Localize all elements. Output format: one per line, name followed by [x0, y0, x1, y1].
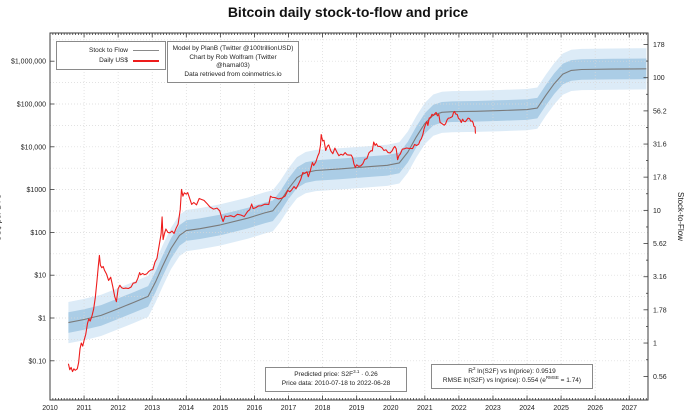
- svg-text:1.78: 1.78: [653, 307, 667, 314]
- gridlines: [50, 33, 648, 400]
- daily-usd-line-swatch: [133, 59, 159, 62]
- svg-text:31.6: 31.6: [653, 142, 667, 149]
- svg-text:2015: 2015: [213, 405, 229, 412]
- svg-text:$1: $1: [38, 316, 46, 323]
- svg-text:17.8: 17.8: [653, 175, 667, 182]
- confidence-band-inner: [68, 58, 647, 333]
- r2-pre: R: [468, 368, 473, 375]
- r2-post: ln(S2F) vs ln(price): 0.9519: [475, 368, 556, 375]
- daily-usd-price-line: [67, 110, 477, 373]
- svg-text:2011: 2011: [77, 405, 92, 412]
- y-axis-label-left: US$ per BTC: [0, 193, 3, 242]
- stock-to-flow-line-swatch: [133, 50, 159, 51]
- legend-item-stock-to-flow: Stock to Flow: [63, 47, 159, 54]
- svg-text:2023: 2023: [485, 405, 501, 412]
- svg-text:$1,000,000: $1,000,000: [11, 59, 46, 66]
- svg-text:10: 10: [653, 208, 661, 215]
- plot-layers: [50, 33, 648, 400]
- plot-frame: [49, 32, 649, 401]
- legend-label-stock-to-flow: Stock to Flow: [88, 47, 128, 54]
- r-squared-line: R2 ln(S2F) vs ln(price): 0.9519: [436, 365, 588, 377]
- legend: Stock to Flow Daily US$: [56, 41, 166, 70]
- svg-text:2018: 2018: [315, 405, 331, 412]
- svg-text:$10,000: $10,000: [21, 144, 46, 151]
- formula-post: · 0.26: [359, 371, 378, 378]
- axis-tick-labels: 2010 2011 2012 2013 2014 2015 2016 2017 2018 2019…: [11, 42, 667, 412]
- rmse-sup: RMSE: [545, 374, 559, 380]
- svg-text:2016: 2016: [247, 405, 263, 412]
- svg-text:2012: 2012: [110, 405, 126, 412]
- svg-text:$10: $10: [34, 273, 46, 280]
- predicted-formula: Predicted price: S2F3.1 · 0.26: [270, 368, 402, 380]
- svg-text:$100,000: $100,000: [17, 102, 46, 109]
- svg-text:2022: 2022: [451, 405, 467, 412]
- stock-to-flow-line: [68, 68, 647, 324]
- predicted-price-box: Predicted price: S2F3.1 · 0.26 Price dat…: [265, 367, 407, 392]
- svg-text:0.56: 0.56: [653, 374, 667, 381]
- svg-text:$0.10: $0.10: [28, 358, 46, 365]
- chart-title: Bitcoin daily stock-to-flow and price: [227, 4, 469, 20]
- svg-text:2024: 2024: [519, 405, 535, 412]
- svg-text:2025: 2025: [553, 405, 569, 412]
- info-line-data: Data retrieved from coinmetrics.io: [184, 70, 282, 78]
- y-axis-label-right: Stock-to-Flow: [675, 192, 685, 241]
- formula-exponent: 3.1: [353, 368, 360, 374]
- price-data-range: Price data: 2010-07-18 to 2022-06-28: [281, 379, 391, 387]
- svg-text:1: 1: [653, 341, 657, 348]
- confidence-band-outer: [68, 48, 647, 344]
- svg-text:2027: 2027: [621, 405, 637, 412]
- svg-text:2021: 2021: [417, 405, 433, 412]
- svg-text:3.16: 3.16: [653, 274, 667, 281]
- model-info-box: Model by PlanB (Twitter @100trillionUSD)…: [167, 41, 299, 83]
- formula-pre: Predicted price: S2F: [294, 371, 354, 378]
- svg-text:178: 178: [653, 42, 665, 49]
- svg-text:2010: 2010: [42, 405, 58, 412]
- svg-text:2013: 2013: [144, 405, 160, 412]
- axis-ticks: [49, 33, 648, 400]
- svg-text:56.2: 56.2: [653, 108, 667, 115]
- rmse-pre: RMSE ln(S2F) vs ln(price): 0.554 (e: [442, 376, 546, 384]
- svg-text:2026: 2026: [587, 405, 603, 412]
- svg-text:5.62: 5.62: [653, 241, 667, 248]
- svg-text:$1000: $1000: [27, 187, 47, 194]
- legend-item-daily-usd: Daily US$: [63, 57, 159, 64]
- svg-text:2019: 2019: [349, 405, 365, 412]
- legend-label-daily-usd: Daily US$: [99, 57, 128, 64]
- svg-text:2020: 2020: [383, 405, 399, 412]
- r2-sup: 2: [472, 365, 476, 371]
- info-line-model: Model by PlanB (Twitter @100trillionUSD): [172, 45, 294, 52]
- svg-text:2017: 2017: [281, 405, 297, 412]
- rmse-line: RMSE ln(S2F) vs ln(price): 0.554 (eRMSE …: [436, 374, 588, 386]
- svg-text:$100: $100: [30, 230, 46, 237]
- svg-text:100: 100: [653, 75, 665, 82]
- info-line-chart: Chart by Rob Wolfram (Twitter @hamal03): [189, 53, 277, 70]
- rmse-post: = 1.74): [558, 376, 582, 384]
- model-stats-box: R2 ln(S2F) vs ln(price): 0.9519 RMSE ln(…: [431, 364, 593, 389]
- svg-text:2014: 2014: [179, 405, 195, 412]
